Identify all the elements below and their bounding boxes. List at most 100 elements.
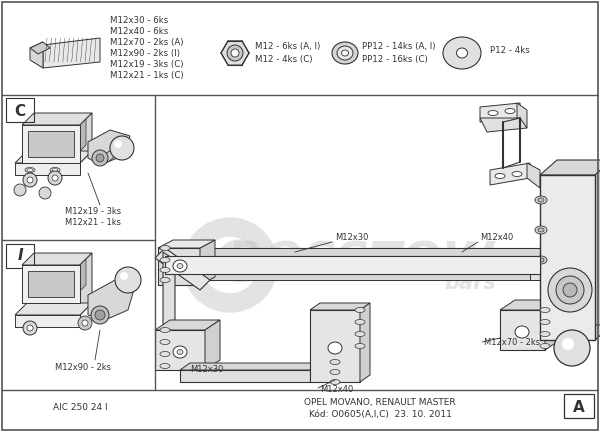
Ellipse shape	[535, 226, 547, 234]
Circle shape	[548, 268, 592, 312]
Polygon shape	[80, 253, 92, 315]
Polygon shape	[545, 300, 560, 350]
Text: PP12 - 14ks (A, I): PP12 - 14ks (A, I)	[362, 42, 436, 51]
Ellipse shape	[160, 257, 170, 263]
Polygon shape	[155, 330, 205, 370]
Polygon shape	[221, 41, 249, 65]
Ellipse shape	[173, 346, 187, 358]
Ellipse shape	[341, 50, 349, 56]
Text: M12 - 6ks (A, I): M12 - 6ks (A, I)	[255, 42, 320, 51]
Text: AIC 250 24 I: AIC 250 24 I	[53, 403, 107, 413]
Ellipse shape	[535, 196, 547, 204]
Text: M12x40: M12x40	[480, 233, 513, 242]
Polygon shape	[480, 103, 520, 122]
Circle shape	[95, 310, 105, 320]
Circle shape	[110, 136, 134, 160]
Ellipse shape	[160, 245, 170, 251]
Polygon shape	[500, 310, 545, 350]
Polygon shape	[43, 38, 100, 68]
Polygon shape	[22, 113, 92, 125]
FancyBboxPatch shape	[22, 265, 80, 303]
Ellipse shape	[330, 369, 340, 375]
Circle shape	[556, 276, 584, 304]
Polygon shape	[310, 310, 360, 382]
Ellipse shape	[160, 352, 170, 356]
Circle shape	[91, 306, 109, 324]
Ellipse shape	[512, 172, 522, 177]
Polygon shape	[165, 274, 540, 280]
FancyBboxPatch shape	[22, 125, 80, 163]
Text: M12x30 - 6ks: M12x30 - 6ks	[110, 16, 168, 25]
Ellipse shape	[535, 256, 547, 264]
Ellipse shape	[328, 342, 342, 354]
Polygon shape	[15, 151, 92, 163]
Text: M12x90 - 2ks (I): M12x90 - 2ks (I)	[110, 49, 180, 58]
Circle shape	[14, 184, 26, 196]
Polygon shape	[165, 248, 540, 256]
Ellipse shape	[355, 308, 365, 312]
Text: M12x70 - 2ks: M12x70 - 2ks	[484, 338, 540, 347]
Text: I: I	[17, 248, 23, 264]
Ellipse shape	[540, 320, 550, 324]
Circle shape	[39, 187, 51, 199]
Circle shape	[562, 338, 574, 350]
Ellipse shape	[160, 327, 170, 333]
Polygon shape	[74, 259, 86, 297]
FancyBboxPatch shape	[15, 315, 80, 327]
Polygon shape	[490, 163, 530, 185]
Polygon shape	[158, 240, 215, 248]
Ellipse shape	[540, 331, 550, 337]
Polygon shape	[180, 370, 310, 382]
Polygon shape	[30, 42, 43, 68]
Polygon shape	[88, 130, 130, 165]
Ellipse shape	[538, 228, 544, 232]
Circle shape	[115, 267, 141, 293]
Polygon shape	[155, 248, 210, 290]
Ellipse shape	[355, 320, 365, 324]
FancyBboxPatch shape	[160, 248, 520, 282]
Polygon shape	[15, 303, 92, 315]
Ellipse shape	[495, 174, 505, 178]
Polygon shape	[360, 303, 370, 382]
Ellipse shape	[160, 340, 170, 344]
FancyBboxPatch shape	[28, 131, 74, 157]
Polygon shape	[158, 248, 200, 285]
Text: C: C	[14, 104, 26, 118]
Circle shape	[78, 316, 92, 330]
Circle shape	[114, 140, 122, 148]
Ellipse shape	[25, 168, 35, 172]
Ellipse shape	[177, 264, 183, 269]
Polygon shape	[74, 119, 86, 157]
Polygon shape	[530, 256, 540, 280]
Text: M12x19 - 3ks: M12x19 - 3ks	[65, 207, 121, 216]
Polygon shape	[540, 160, 600, 175]
Ellipse shape	[173, 260, 187, 272]
Ellipse shape	[160, 267, 170, 273]
Polygon shape	[103, 148, 120, 162]
Circle shape	[227, 45, 243, 61]
Text: P12 - 4ks: P12 - 4ks	[490, 46, 530, 55]
Circle shape	[82, 320, 88, 326]
Ellipse shape	[355, 331, 365, 337]
Circle shape	[23, 173, 37, 187]
Ellipse shape	[538, 198, 544, 202]
Ellipse shape	[540, 308, 550, 312]
Ellipse shape	[443, 37, 481, 69]
Text: ®: ®	[407, 247, 419, 260]
Polygon shape	[163, 252, 175, 370]
Ellipse shape	[330, 359, 340, 365]
Polygon shape	[480, 118, 527, 132]
Ellipse shape	[160, 277, 170, 283]
Polygon shape	[540, 325, 600, 340]
Polygon shape	[88, 280, 135, 320]
Circle shape	[92, 150, 108, 166]
Text: M12 - 4ks (C): M12 - 4ks (C)	[255, 55, 313, 64]
Circle shape	[96, 154, 104, 162]
FancyBboxPatch shape	[165, 256, 540, 274]
Polygon shape	[155, 320, 220, 330]
Polygon shape	[310, 303, 370, 310]
Text: M12x21 - 1ks (C): M12x21 - 1ks (C)	[110, 71, 184, 80]
Ellipse shape	[355, 343, 365, 349]
Polygon shape	[180, 363, 320, 370]
Ellipse shape	[332, 42, 358, 64]
